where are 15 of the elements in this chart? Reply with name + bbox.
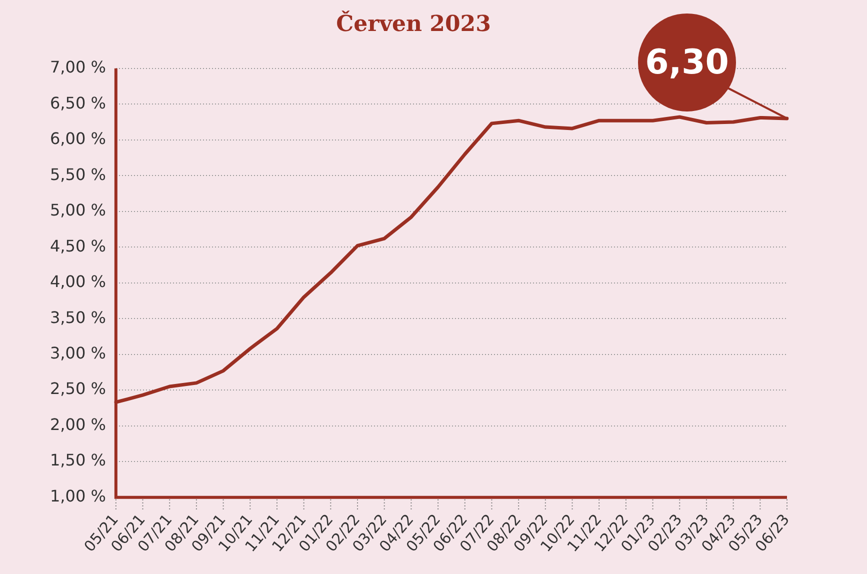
y-tick-label: 5,50 % <box>50 164 106 184</box>
y-tick-label: 4,50 % <box>50 236 106 256</box>
y-tick-label: 2,00 % <box>50 414 106 434</box>
y-tick-label: 4,00 % <box>50 272 106 292</box>
annotation: 6,30 <box>645 42 729 82</box>
y-tick-label: 5,00 % <box>50 200 106 220</box>
y-tick-label: 3,00 % <box>50 344 106 362</box>
y-tick-label: 6,00 % <box>50 129 106 148</box>
y-tick-label: 3,50 % <box>50 308 106 327</box>
y-tick-label: 6,50 % <box>50 93 106 112</box>
y-tick-label: 1,50 % <box>50 450 106 470</box>
y-tick-label: 2,50 % <box>50 379 106 398</box>
chart-title: Červen 2023 <box>336 10 491 37</box>
y-tick-label: 7,00 % <box>50 58 106 77</box>
y-tick-label: 1,00 % <box>50 486 106 506</box>
